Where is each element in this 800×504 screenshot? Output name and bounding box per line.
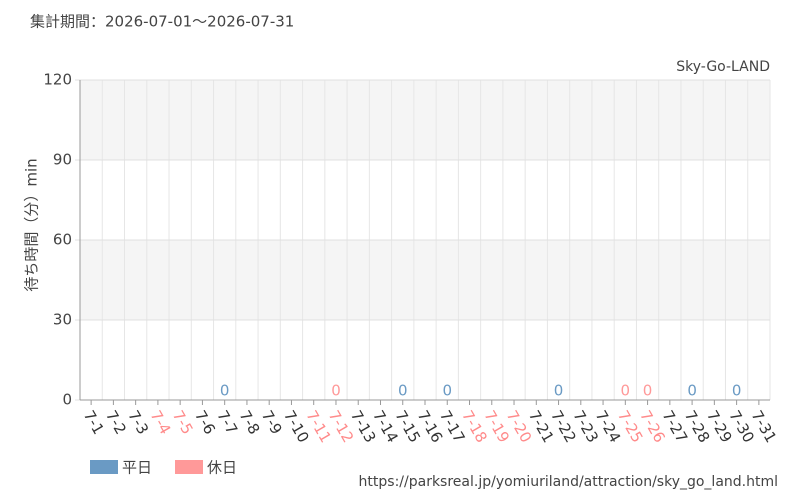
data-label: 0 — [621, 382, 631, 400]
y-tick-label: 120 — [43, 71, 72, 89]
period: 集計期間：2026-07-01～2026-07-31 — [30, 13, 294, 31]
data-label: 0 — [732, 382, 742, 400]
y-tick-label: 30 — [53, 311, 72, 329]
data-label: 0 — [643, 382, 653, 400]
data-label: 0 — [220, 382, 230, 400]
legend-label: 休日 — [207, 459, 237, 477]
band — [80, 240, 770, 320]
x-tick-label: 7-8 — [236, 407, 264, 437]
x-tick-label: 7-3 — [124, 407, 152, 437]
data-label: 0 — [331, 382, 341, 400]
data-label: 0 — [687, 382, 697, 400]
data-label: 0 — [398, 382, 408, 400]
legend-swatch — [175, 460, 203, 474]
y-tick-label: 90 — [53, 151, 72, 169]
x-tick-label: 7-4 — [147, 407, 175, 437]
y-axis-label: 待ち時間（分）min — [23, 158, 41, 291]
y-tick-label: 0 — [62, 391, 72, 409]
legend-label: 平日 — [122, 459, 152, 477]
source: https://parksreal.jp/yomiuriland/attract… — [359, 474, 778, 490]
x-tick-label: 7-7 — [213, 407, 241, 437]
band — [80, 80, 770, 160]
legend-swatch — [90, 460, 118, 474]
data-label: 0 — [442, 382, 452, 400]
chart-title: Sky-Go-LAND — [676, 59, 770, 75]
data-label: 0 — [554, 382, 564, 400]
y-tick-label: 60 — [53, 231, 72, 249]
x-tick-label: 7-9 — [258, 407, 286, 437]
x-tick-label: 7-6 — [191, 407, 219, 437]
x-tick-label: 7-2 — [102, 407, 130, 437]
x-tick-label: 7-5 — [169, 407, 197, 437]
x-tick-label: 7-1 — [80, 407, 108, 437]
